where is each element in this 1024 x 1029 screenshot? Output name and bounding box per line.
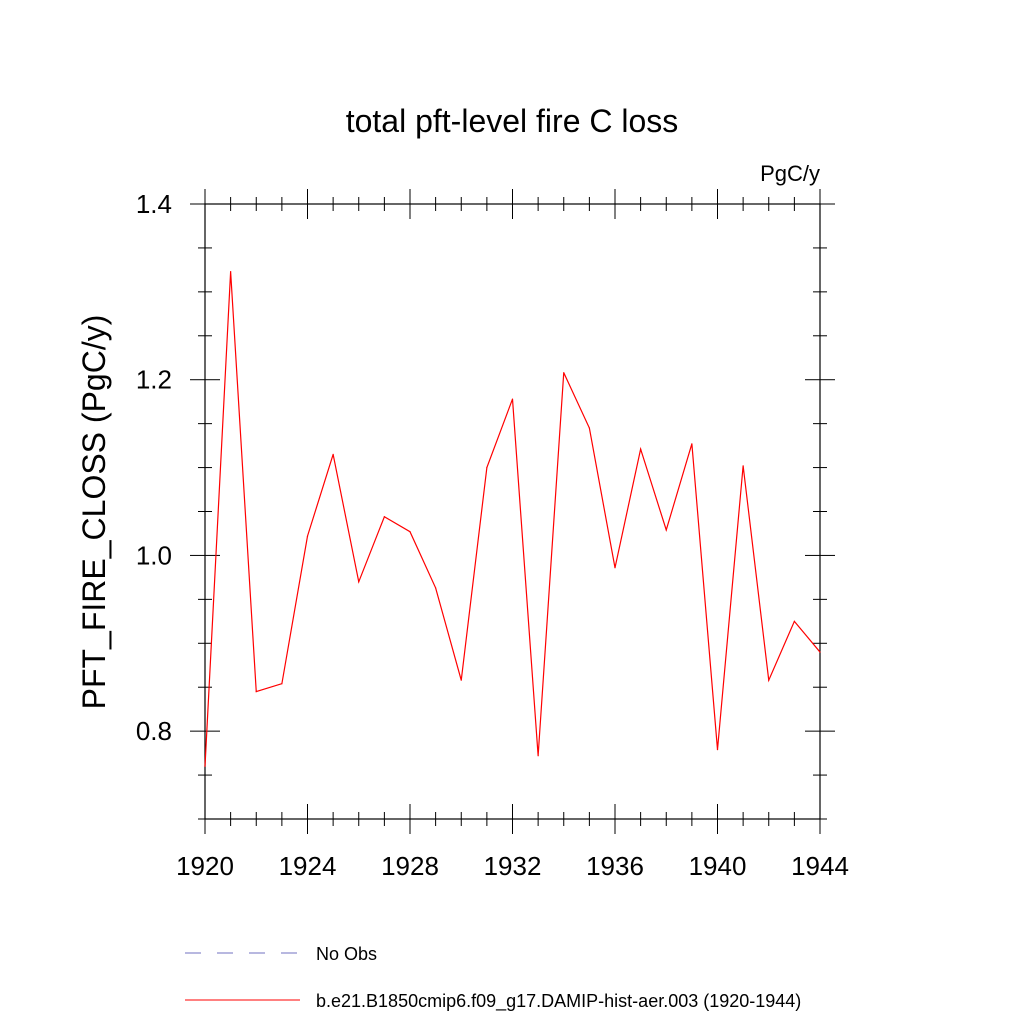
y-tick-label: 1.0 [136, 540, 172, 570]
data-point [691, 443, 693, 445]
data-point [332, 453, 334, 455]
data-point [435, 587, 437, 589]
legend-label: b.e21.B1850cmip6.f09_g17.DAMIP-hist-aer.… [316, 991, 801, 1012]
axes: 1920 1924 1928 1932 1936 1940 1944 0.8 1.0 1.2 1.4 [136, 189, 849, 881]
legend: No Obs b.e21.B1850cmip6.f09_g17.DAMIP-his… [185, 944, 801, 1012]
series-group [204, 271, 821, 767]
legend-label: No Obs [316, 944, 377, 964]
data-point [511, 398, 514, 400]
data-point [716, 748, 719, 751]
y-tick-label: 1.4 [136, 189, 172, 219]
data-point [358, 581, 360, 583]
data-point [665, 529, 667, 531]
y-tick-label: 1.2 [136, 365, 172, 395]
x-tick-label: 1924 [279, 851, 337, 881]
data-point [409, 531, 411, 533]
x-tick-label: 1928 [381, 851, 439, 881]
data-point [255, 691, 257, 693]
x-tick-label: 1940 [689, 851, 747, 881]
series-line [204, 271, 821, 767]
data-point [588, 427, 590, 429]
x-tick-label: 1944 [791, 851, 849, 881]
data-point [793, 620, 795, 622]
x-tick-label: 1932 [484, 851, 542, 881]
data-point [383, 516, 385, 518]
plot-frame [204, 203, 821, 820]
data-point [306, 535, 309, 537]
data-point [460, 679, 462, 681]
data-point [230, 271, 232, 273]
data-point [486, 466, 488, 469]
data-point [614, 567, 616, 569]
data-point [742, 465, 744, 467]
x-tick-label: 1920 [176, 851, 234, 881]
data-point [281, 683, 283, 685]
y-axis-label: PFT_FIRE_CLOSS (PgC/y) [76, 315, 112, 710]
data-point [640, 448, 642, 450]
data-point [563, 372, 565, 374]
y-tick-label: 0.8 [136, 716, 172, 746]
data-point [768, 679, 770, 681]
x-tick-label: 1936 [586, 851, 644, 881]
units-label: PgC/y [760, 161, 820, 186]
chart-title: total pft-level fire C loss [346, 103, 679, 139]
data-point [204, 765, 206, 767]
data-point [537, 755, 539, 757]
data-point [819, 651, 821, 653]
